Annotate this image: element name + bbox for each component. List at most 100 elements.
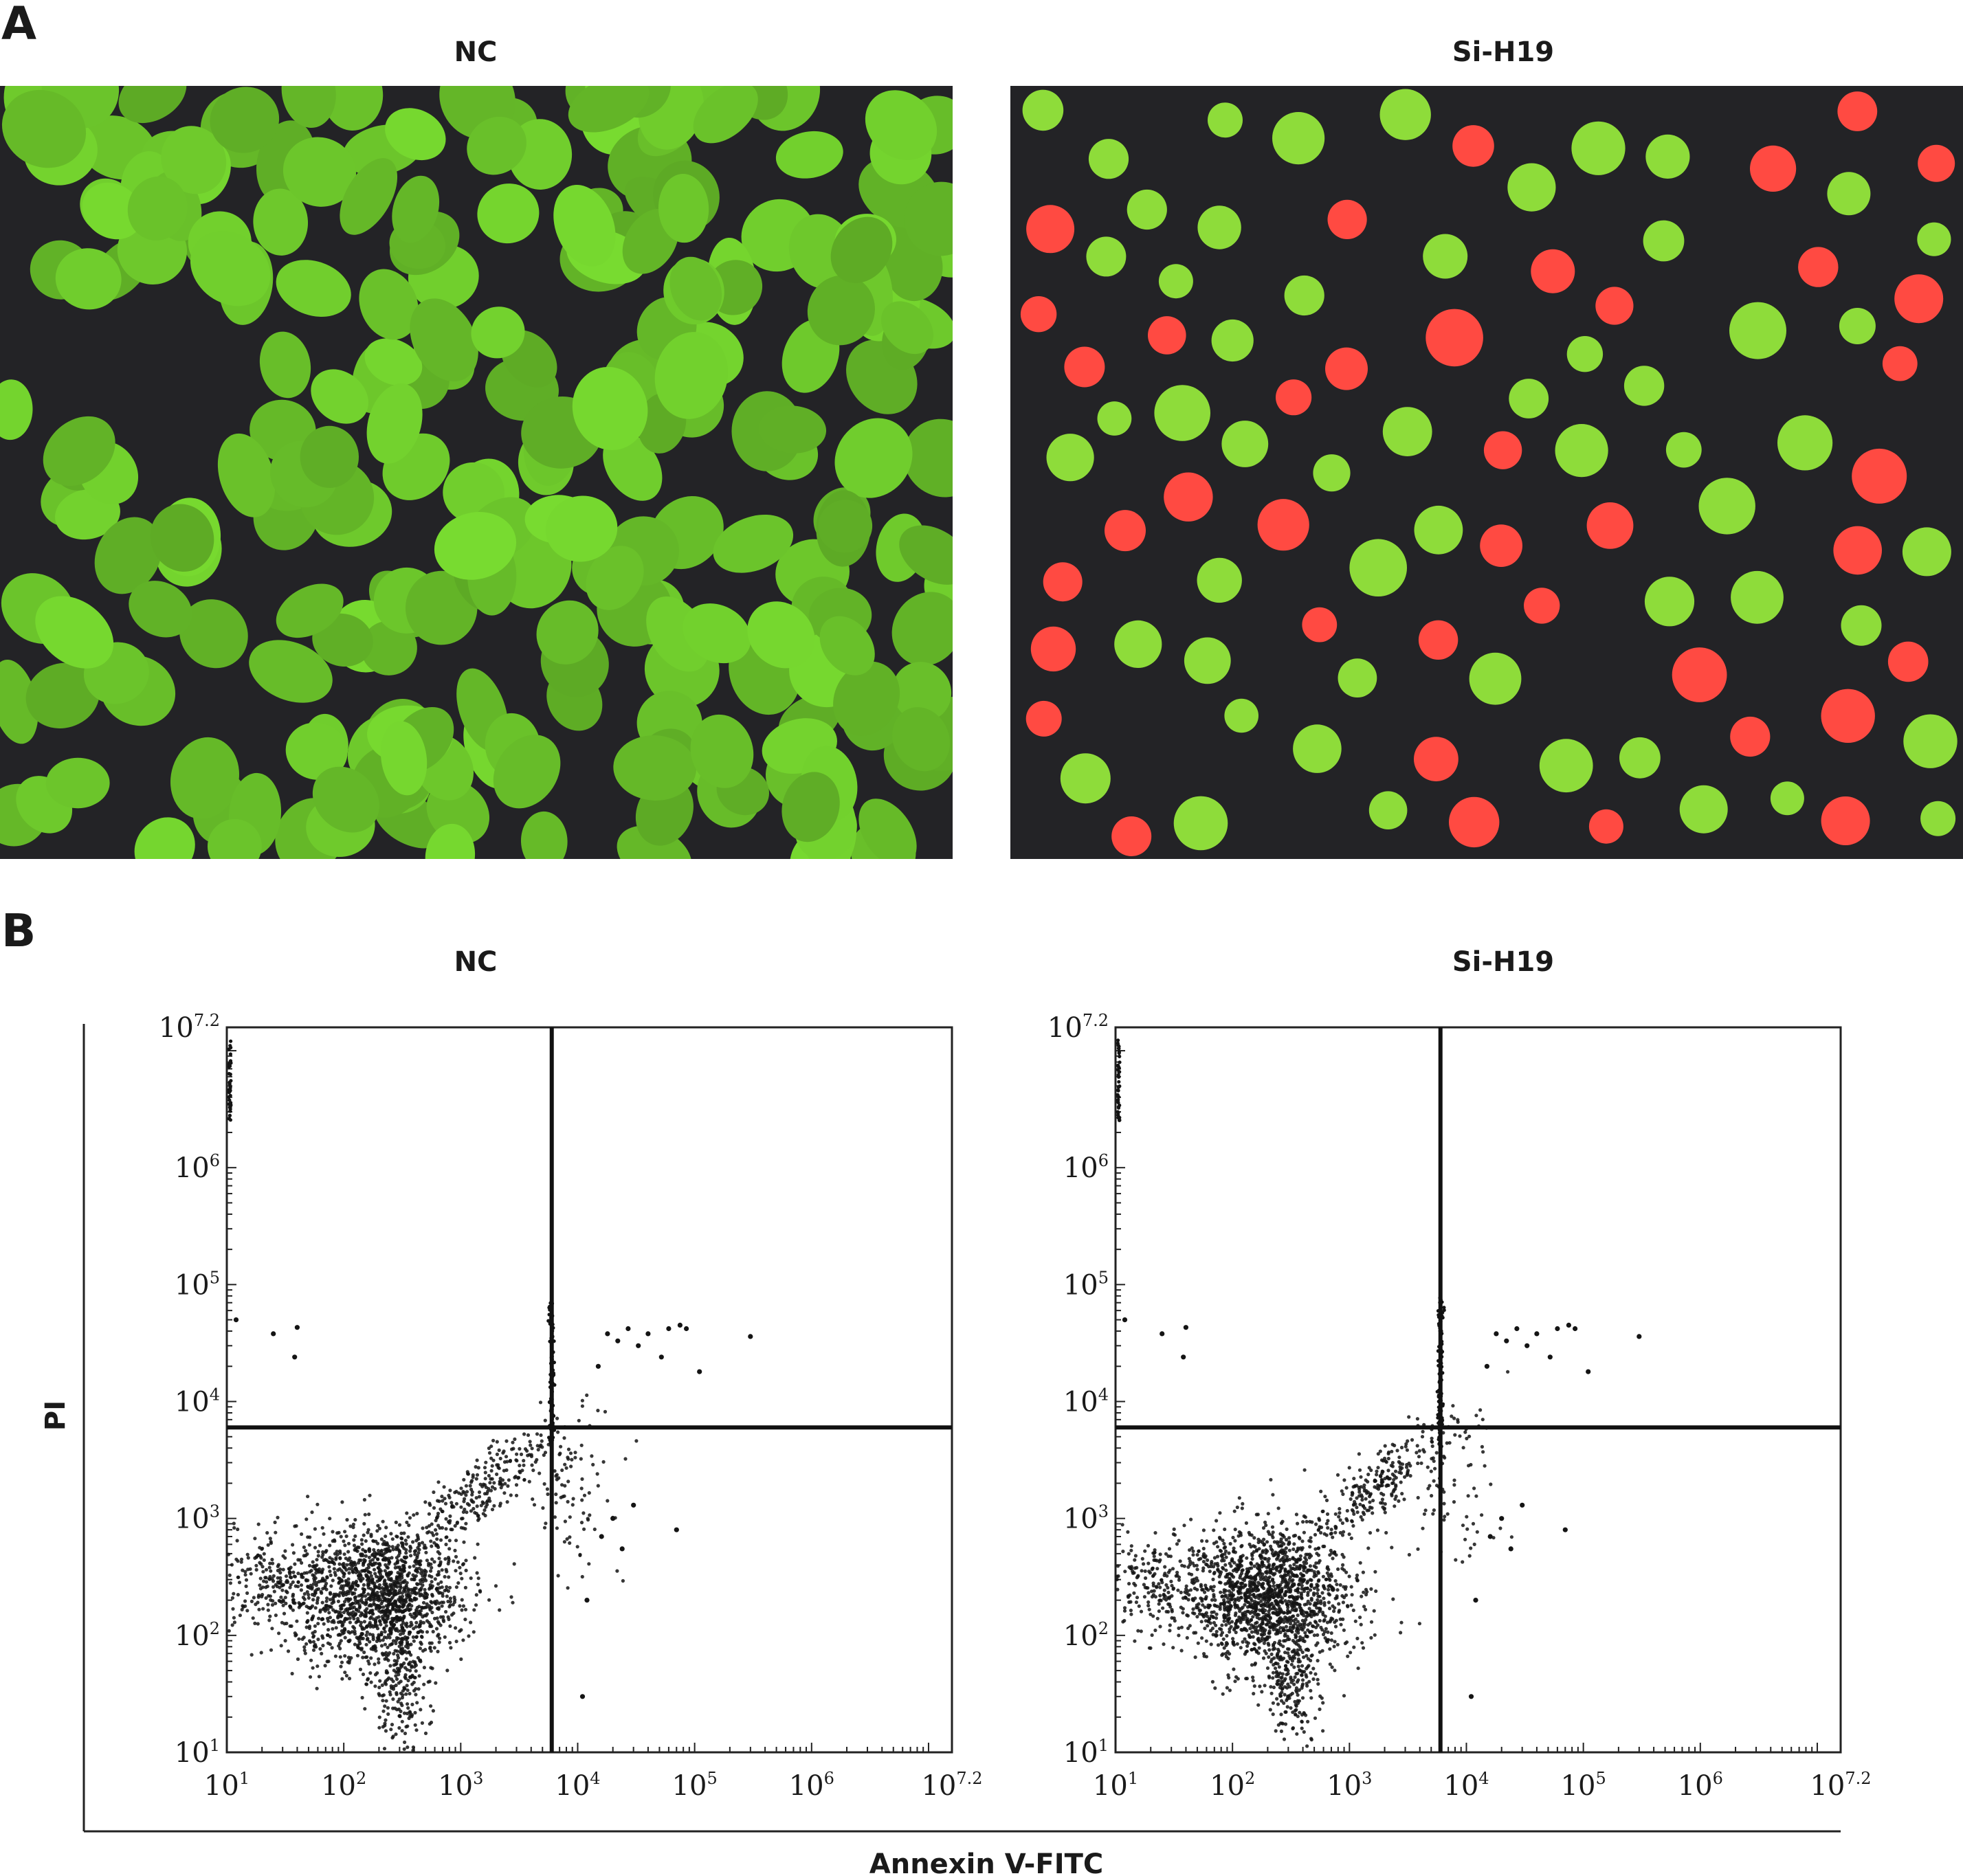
data-point <box>1158 1585 1162 1589</box>
data-point <box>1220 1559 1224 1563</box>
data-point <box>1285 1647 1290 1651</box>
data-point <box>348 1524 353 1528</box>
data-point <box>588 1513 592 1517</box>
data-point <box>511 1447 515 1451</box>
data-point <box>392 1590 397 1594</box>
live-cell <box>1208 102 1243 138</box>
data-point <box>296 1558 300 1562</box>
data-point <box>1165 1574 1169 1578</box>
data-point <box>311 1582 315 1586</box>
data-point <box>1334 1553 1338 1557</box>
data-point <box>502 1460 507 1464</box>
data-point <box>1197 1608 1201 1613</box>
data-point <box>1399 1445 1404 1450</box>
data-point <box>418 1588 422 1592</box>
data-point <box>462 1477 466 1482</box>
data-point <box>363 1512 367 1517</box>
data-point <box>1345 1604 1350 1608</box>
data-point <box>1302 1730 1306 1734</box>
data-point <box>293 1562 297 1566</box>
data-point <box>368 1632 372 1636</box>
data-point <box>466 1472 470 1476</box>
data-point <box>1263 1628 1267 1632</box>
data-point <box>1162 1588 1166 1592</box>
data-point <box>331 1539 335 1543</box>
data-point <box>452 1600 457 1605</box>
data-point <box>433 1601 437 1605</box>
dead-cell <box>1111 816 1152 856</box>
data-point <box>385 1584 389 1588</box>
data-point <box>367 1548 371 1552</box>
data-point <box>276 1515 280 1519</box>
data-point <box>301 1596 305 1600</box>
data-point <box>311 1648 316 1652</box>
data-point <box>391 1734 395 1739</box>
data-point <box>415 1583 420 1587</box>
live-cell <box>410 298 478 382</box>
live-cell <box>285 722 348 780</box>
data-point <box>1251 1675 1255 1679</box>
data-point <box>1269 1691 1274 1695</box>
data-point <box>1285 1527 1289 1531</box>
data-point <box>307 1563 312 1567</box>
data-point <box>448 1514 452 1518</box>
data-point <box>375 1627 380 1631</box>
data-point <box>395 1556 399 1560</box>
data-point <box>573 1451 577 1455</box>
data-point <box>375 1605 379 1609</box>
data-point <box>1252 1536 1256 1540</box>
live-cell <box>1224 698 1258 733</box>
data-point <box>555 1526 559 1530</box>
data-point <box>391 1618 395 1622</box>
data-point <box>461 1604 466 1608</box>
data-point <box>403 1731 408 1736</box>
data-point <box>283 1549 287 1553</box>
data-point <box>384 1526 388 1530</box>
data-point <box>384 1679 388 1683</box>
data-point <box>318 1610 322 1614</box>
data-point <box>412 1564 416 1568</box>
micrograph-si-h19 <box>1010 86 1963 859</box>
data-point <box>503 1482 507 1486</box>
data-point <box>337 1576 341 1581</box>
data-point <box>321 1636 325 1640</box>
data-point <box>592 1527 597 1532</box>
data-point <box>1296 1664 1300 1668</box>
data-point <box>1312 1564 1316 1568</box>
data-point <box>345 1563 349 1567</box>
data-point <box>1144 1576 1148 1581</box>
data-point <box>357 1561 361 1565</box>
data-point <box>404 1692 408 1696</box>
data-point <box>1248 1574 1253 1578</box>
data-point <box>398 1584 403 1588</box>
data-point <box>1261 1619 1265 1623</box>
data-point <box>748 1334 753 1339</box>
data-point <box>331 1578 335 1583</box>
data-point <box>328 1570 332 1574</box>
data-point <box>331 1530 335 1534</box>
data-point <box>229 1061 233 1065</box>
data-point <box>293 1574 298 1578</box>
data-point <box>416 1545 420 1550</box>
data-point <box>403 1578 407 1583</box>
data-point <box>396 1543 400 1548</box>
live-cell <box>1423 234 1468 279</box>
data-point <box>384 1572 389 1576</box>
data-point <box>311 1640 315 1644</box>
data-point <box>321 1587 325 1591</box>
data-point <box>1307 1664 1311 1668</box>
data-point <box>1135 1565 1139 1570</box>
data-point <box>1264 1548 1268 1552</box>
data-point <box>1220 1554 1224 1558</box>
data-point <box>231 1607 235 1611</box>
data-point <box>530 1463 534 1467</box>
data-point <box>529 1443 533 1447</box>
data-point <box>388 1690 392 1694</box>
data-point <box>1381 1470 1385 1474</box>
data-point <box>1322 1585 1326 1589</box>
data-point <box>1379 1501 1383 1505</box>
dead-cell <box>1480 524 1522 567</box>
data-point <box>1290 1608 1294 1612</box>
data-point <box>483 1471 487 1475</box>
data-point <box>313 1606 318 1610</box>
